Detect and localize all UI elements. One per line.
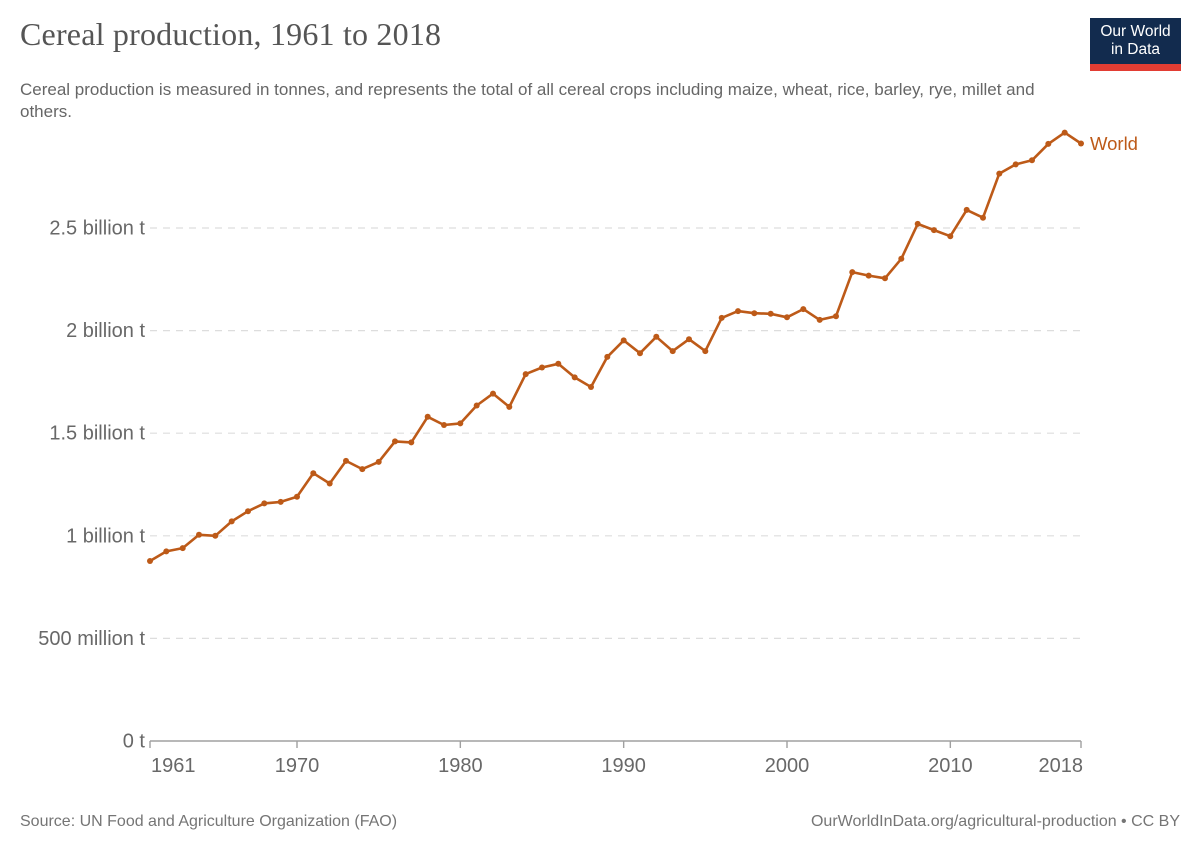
data-point[interactable] bbox=[784, 314, 790, 321]
data-point[interactable] bbox=[261, 500, 268, 507]
data-point[interactable] bbox=[522, 371, 529, 378]
data-point[interactable] bbox=[620, 337, 627, 344]
data-point[interactable] bbox=[228, 518, 235, 525]
data-point[interactable] bbox=[1029, 157, 1035, 164]
data-point[interactable] bbox=[882, 275, 888, 282]
data-point[interactable] bbox=[1045, 140, 1052, 147]
data-point[interactable] bbox=[588, 384, 594, 390]
data-point[interactable] bbox=[816, 316, 823, 323]
owid-logo-line1: Our World bbox=[1100, 22, 1171, 40]
data-point[interactable] bbox=[1078, 140, 1084, 147]
data-point[interactable] bbox=[196, 531, 202, 538]
data-point[interactable] bbox=[718, 314, 725, 321]
data-point[interactable] bbox=[343, 457, 349, 464]
data-point[interactable] bbox=[571, 374, 578, 381]
x-tick-label: 2018 bbox=[1039, 755, 1084, 777]
data-point[interactable] bbox=[408, 439, 415, 446]
x-tick-label: 1970 bbox=[275, 755, 320, 777]
data-point[interactable] bbox=[800, 306, 807, 313]
data-point[interactable] bbox=[947, 233, 954, 240]
data-point[interactable] bbox=[604, 353, 611, 360]
data-point[interactable] bbox=[359, 466, 366, 473]
data-point[interactable] bbox=[441, 422, 447, 428]
data-point[interactable] bbox=[457, 420, 464, 427]
data-point[interactable] bbox=[637, 350, 643, 357]
data-point[interactable] bbox=[963, 206, 970, 213]
data-point[interactable] bbox=[212, 532, 219, 539]
page-title: Cereal production, 1961 to 2018 bbox=[20, 16, 442, 52]
data-point[interactable] bbox=[277, 498, 284, 505]
data-point[interactable] bbox=[294, 493, 300, 500]
data-point[interactable] bbox=[898, 255, 905, 262]
x-tick-label: 1990 bbox=[601, 755, 646, 777]
data-point[interactable] bbox=[490, 390, 496, 397]
data-point[interactable] bbox=[375, 458, 382, 465]
x-tick-label: 2000 bbox=[765, 755, 810, 777]
data-point[interactable] bbox=[669, 348, 676, 355]
data-point[interactable] bbox=[326, 480, 333, 487]
data-point[interactable] bbox=[914, 220, 921, 227]
y-tick-label: 500 million t bbox=[38, 628, 145, 650]
data-point[interactable] bbox=[555, 360, 562, 367]
chart-footer: Source: UN Food and Agriculture Organiza… bbox=[20, 813, 1180, 831]
data-point[interactable] bbox=[310, 470, 317, 477]
owid-logo-line2: in Data bbox=[1110, 41, 1161, 58]
data-point[interactable] bbox=[392, 438, 398, 445]
y-tick-label: 1 billion t bbox=[66, 525, 145, 547]
owid-logo[interactable]: Our World in Data bbox=[1090, 18, 1181, 71]
data-line-world bbox=[148, 131, 1083, 563]
chart-subtitle: Cereal production is measured in tonnes,… bbox=[20, 80, 1035, 122]
x-tick-label: 1961 bbox=[151, 755, 196, 777]
data-point[interactable] bbox=[653, 333, 660, 340]
data-point[interactable] bbox=[1061, 129, 1068, 136]
y-tick-label: 1.5 billion t bbox=[49, 423, 145, 445]
data-point[interactable] bbox=[702, 348, 709, 355]
data-point[interactable] bbox=[735, 308, 741, 315]
data-point[interactable] bbox=[424, 413, 431, 420]
data-point[interactable] bbox=[245, 508, 251, 515]
data-point[interactable] bbox=[865, 272, 872, 279]
data-point[interactable] bbox=[980, 214, 986, 221]
data-point[interactable] bbox=[996, 170, 1003, 177]
x-tick-label: 1980 bbox=[438, 755, 483, 777]
data-point[interactable] bbox=[506, 403, 513, 410]
line-chart-canvas[interactable]: 0 t 500 million t 1 billion t 1.5 billion t… bbox=[0, 115, 1200, 785]
x-tick-label: 2010 bbox=[928, 755, 973, 777]
y-tick-label: 2.5 billion t bbox=[49, 218, 145, 240]
data-point[interactable] bbox=[751, 310, 758, 317]
source-note: Source: UN Food and Agriculture Organiza… bbox=[20, 813, 398, 830]
data-point[interactable] bbox=[147, 558, 153, 564]
license-note: OurWorldInData.org/agricultural-producti… bbox=[810, 813, 1180, 830]
data-point[interactable] bbox=[767, 310, 774, 317]
data-point[interactable] bbox=[539, 364, 545, 371]
y-tick-label: 0 t bbox=[123, 731, 146, 753]
data-point[interactable] bbox=[849, 269, 856, 276]
data-point[interactable] bbox=[179, 545, 186, 552]
data-point[interactable] bbox=[1012, 161, 1019, 168]
data-point[interactable] bbox=[931, 227, 937, 234]
y-tick-label: 2 billion t bbox=[66, 320, 145, 342]
data-point[interactable] bbox=[163, 548, 170, 555]
data-point[interactable] bbox=[833, 313, 839, 320]
data-point[interactable] bbox=[686, 336, 692, 343]
series-label-world: World bbox=[1090, 133, 1138, 154]
data-point[interactable] bbox=[473, 402, 480, 409]
